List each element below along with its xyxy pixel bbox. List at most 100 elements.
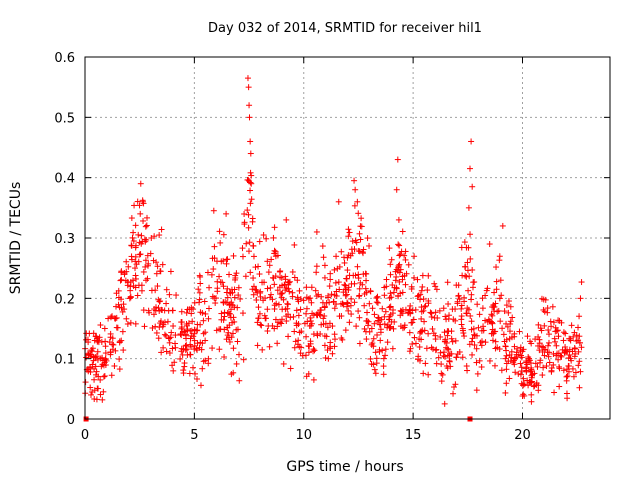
data-point	[449, 338, 456, 345]
data-point	[453, 354, 460, 361]
data-point	[310, 348, 317, 355]
data-point	[296, 329, 303, 336]
data-point	[229, 330, 236, 337]
data-point	[499, 325, 506, 332]
data-point	[303, 294, 310, 301]
data-point	[453, 282, 460, 289]
data-point-spike	[247, 150, 254, 157]
data-point	[331, 305, 338, 312]
data-point	[507, 303, 514, 310]
data-point-spike	[354, 198, 361, 205]
data-point	[406, 348, 413, 355]
data-point	[86, 330, 93, 337]
data-point	[371, 366, 378, 373]
data-point	[150, 311, 157, 318]
data-point	[253, 297, 260, 304]
data-point	[503, 347, 510, 354]
data-point	[181, 328, 188, 335]
data-point	[236, 377, 243, 384]
data-point	[231, 294, 238, 301]
data-point	[383, 276, 390, 283]
data-point	[471, 331, 478, 338]
data-point	[503, 366, 510, 373]
data-point	[213, 327, 220, 334]
data-point	[167, 268, 174, 275]
data-point	[239, 245, 246, 252]
data-point	[248, 196, 255, 203]
data-point	[545, 342, 552, 349]
data-point	[373, 299, 380, 306]
data-point	[467, 231, 474, 238]
data-point	[172, 332, 179, 339]
data-point	[291, 241, 298, 248]
data-point	[535, 387, 542, 394]
data-point	[528, 366, 535, 373]
data-points	[82, 75, 585, 422]
data-point	[446, 358, 453, 365]
data-point	[549, 303, 556, 310]
data-point	[136, 202, 143, 209]
data-point	[363, 336, 370, 343]
data-point	[422, 302, 429, 309]
data-point	[558, 353, 565, 360]
data-point	[491, 289, 498, 296]
data-point	[227, 290, 234, 297]
data-point	[116, 338, 123, 345]
data-point	[440, 305, 447, 312]
data-point	[525, 357, 532, 364]
data-point	[257, 288, 264, 295]
data-point	[102, 338, 109, 345]
data-point	[261, 279, 268, 286]
data-point	[89, 388, 96, 395]
data-point	[183, 346, 190, 353]
data-point	[256, 271, 263, 278]
data-point	[157, 298, 164, 305]
x-tick-label: 15	[405, 428, 422, 443]
data-point	[285, 333, 292, 340]
data-point	[388, 256, 395, 263]
data-point	[442, 336, 449, 343]
data-point	[258, 322, 265, 329]
data-point	[169, 345, 176, 352]
data-point	[356, 285, 363, 292]
data-point	[105, 315, 112, 322]
data-point	[528, 398, 535, 405]
data-point	[254, 319, 261, 326]
data-point	[91, 396, 98, 403]
data-point	[92, 333, 99, 340]
data-point	[138, 287, 145, 294]
data-point	[98, 338, 105, 345]
data-point	[291, 328, 298, 335]
data-point	[463, 310, 470, 317]
data-point	[392, 277, 399, 284]
data-point	[94, 348, 101, 355]
x-axis: 0 5 10 15 20	[81, 57, 531, 443]
data-point	[343, 275, 350, 282]
data-point	[210, 266, 217, 273]
data-point	[555, 356, 562, 363]
data-point	[160, 344, 167, 351]
data-point	[405, 309, 412, 316]
data-point	[503, 360, 510, 367]
data-point	[310, 376, 317, 383]
data-point	[89, 348, 96, 355]
data-point	[473, 359, 480, 366]
data-point	[217, 279, 224, 286]
data-point	[441, 400, 448, 407]
data-point	[502, 389, 509, 396]
data-point	[546, 349, 553, 356]
data-point	[266, 262, 273, 269]
data-point	[282, 273, 289, 280]
data-point	[192, 370, 199, 377]
data-point	[242, 273, 249, 280]
data-point	[477, 339, 484, 346]
data-point	[178, 325, 185, 332]
data-point	[492, 345, 499, 352]
data-point	[283, 285, 290, 292]
data-point	[178, 308, 185, 315]
y-tick-label: 0	[67, 413, 75, 428]
data-point	[570, 333, 577, 340]
data-point	[244, 207, 251, 214]
data-point	[169, 307, 176, 314]
data-point	[197, 273, 204, 280]
